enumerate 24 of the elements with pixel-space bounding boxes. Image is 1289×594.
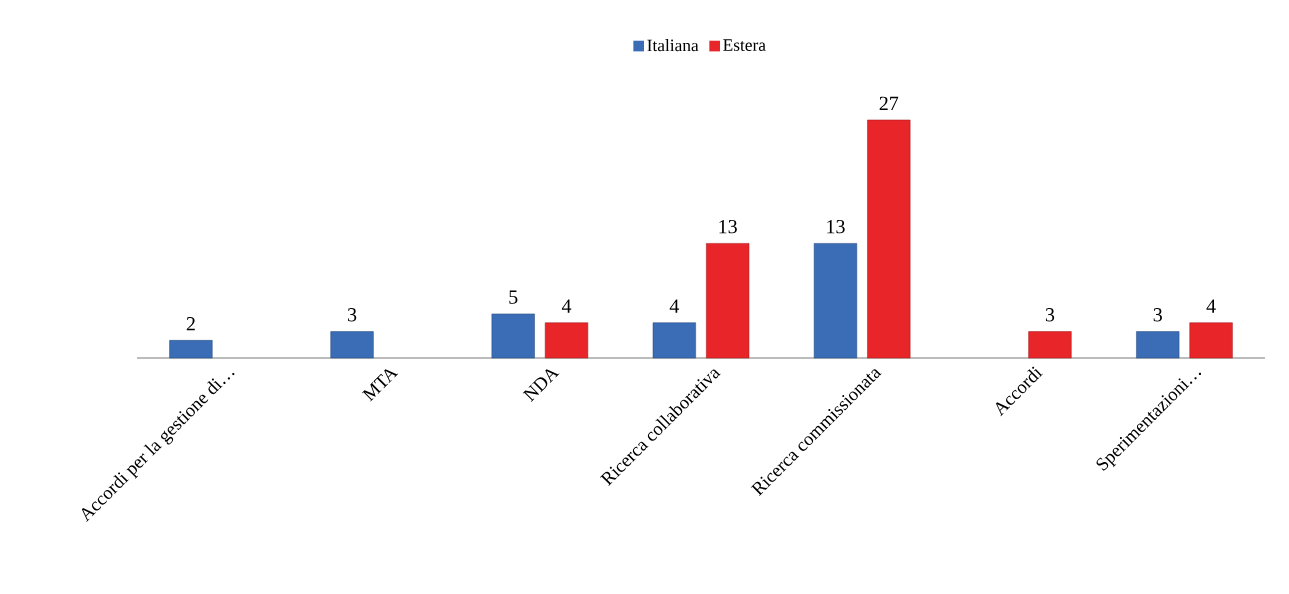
- data-label: 27: [879, 96, 899, 110]
- bar: [169, 340, 213, 359]
- data-label: 4: [1206, 299, 1216, 313]
- bar: [867, 119, 911, 359]
- data-label: 13: [827, 219, 845, 234]
- data-label: 4: [669, 299, 680, 313]
- data-label: 2: [186, 317, 195, 331]
- data-label: 3: [1045, 308, 1055, 322]
- bar: [330, 331, 374, 359]
- data-label: 4: [561, 299, 572, 313]
- bar: [1028, 331, 1072, 359]
- data-label: 3: [1153, 308, 1162, 322]
- bar: [652, 322, 696, 359]
- data-label: 13: [719, 219, 737, 234]
- legend-label: Estera: [723, 39, 766, 51]
- bar: [813, 243, 858, 359]
- bar: [706, 243, 750, 359]
- legend-label: Italiana: [647, 39, 699, 52]
- data-label: 5: [509, 290, 518, 304]
- data-label: 3: [348, 308, 357, 322]
- bar: [1189, 322, 1233, 359]
- bar: [491, 313, 535, 359]
- bar: [1136, 331, 1180, 359]
- bar: [544, 322, 589, 359]
